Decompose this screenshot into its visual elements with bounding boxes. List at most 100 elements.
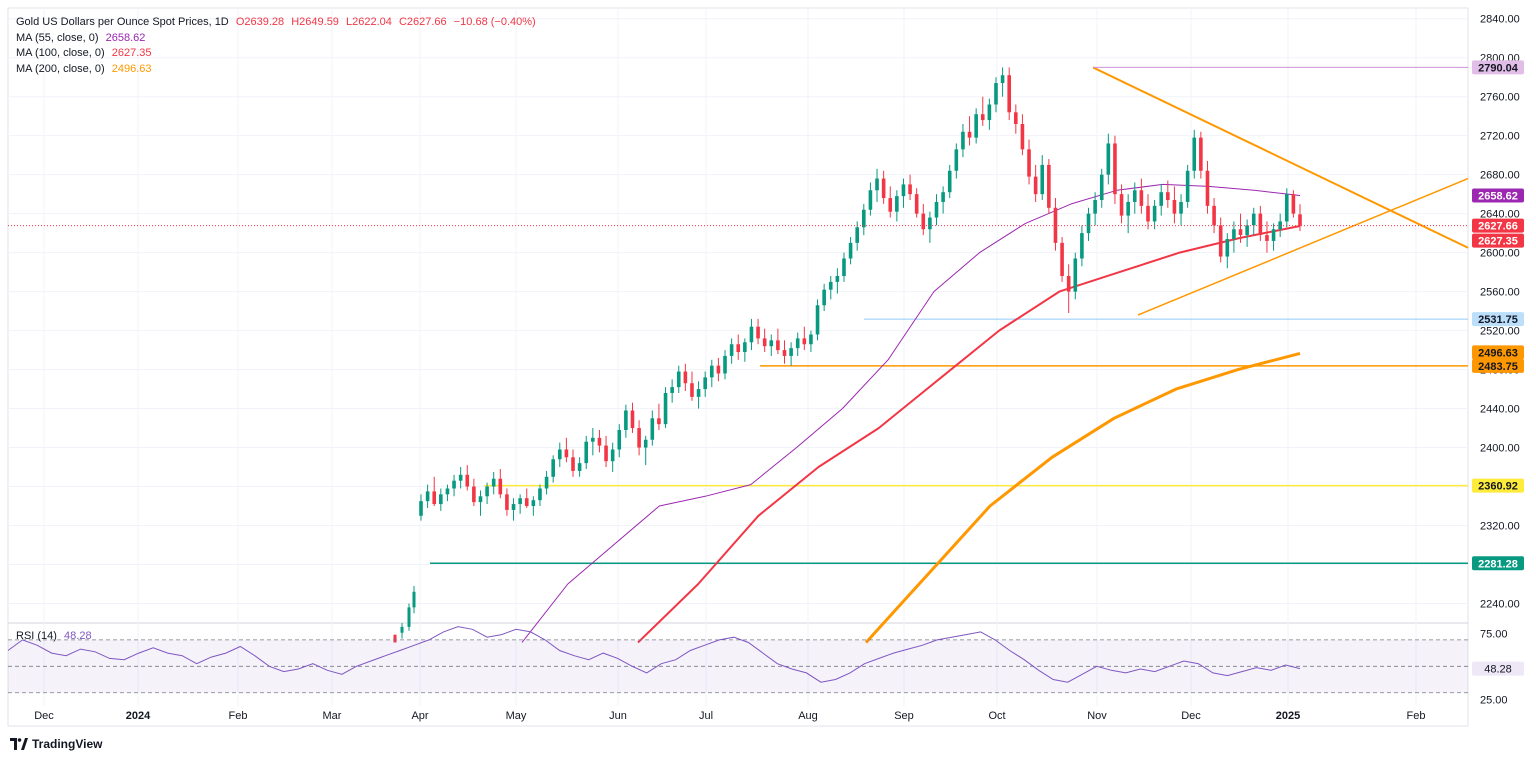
candle xyxy=(888,198,893,212)
symbol-row[interactable]: Gold US Dollars per Ounce Spot Prices, 1… xyxy=(16,15,536,31)
candle xyxy=(657,418,661,425)
price-tick-label: 2440.00 xyxy=(1480,404,1520,416)
candle xyxy=(1245,225,1249,236)
tradingview-logo[interactable]: TradingView xyxy=(10,737,102,751)
candle xyxy=(498,478,503,495)
price-tag xyxy=(1472,345,1524,360)
ascending-trendline xyxy=(1137,177,1469,316)
candle xyxy=(835,276,840,282)
candle xyxy=(862,209,866,228)
candle xyxy=(1291,194,1296,214)
candle xyxy=(1265,235,1269,241)
price-tag-label: 2281.28 xyxy=(1478,558,1518,570)
rsi-value: 48.28 xyxy=(64,630,92,642)
price-tag xyxy=(1472,312,1524,327)
candle xyxy=(617,430,622,450)
candle xyxy=(1000,75,1005,84)
candle xyxy=(1047,164,1051,208)
ma55-legend[interactable]: MA (55, close, 0) 2658.62 xyxy=(16,31,536,47)
candle xyxy=(1271,229,1276,241)
candle xyxy=(901,184,906,197)
candle xyxy=(407,607,411,627)
candle xyxy=(868,190,873,210)
time-tick-label: Feb xyxy=(1407,710,1426,722)
candle xyxy=(1258,213,1263,236)
candle xyxy=(1179,201,1183,214)
candle xyxy=(445,488,450,495)
candle xyxy=(571,457,575,471)
candle xyxy=(934,201,939,218)
time-tick-label: Mar xyxy=(323,710,342,722)
candle xyxy=(961,131,965,150)
candle xyxy=(439,494,443,505)
candle xyxy=(875,178,879,191)
time-axis[interactable]: Dec 2024 Feb Mar Apr May Jun Jul Aug Sep Oct Nov Dec… xyxy=(34,710,1425,722)
candle xyxy=(412,591,416,608)
candle xyxy=(544,476,549,489)
candle xyxy=(491,478,496,487)
candle xyxy=(531,500,536,507)
candle xyxy=(782,350,787,356)
candle xyxy=(643,439,648,448)
time-tick-label: Sep xyxy=(894,710,914,722)
candle xyxy=(743,342,747,353)
candle xyxy=(1218,225,1223,257)
rsi-legend[interactable]: RSI (14) 48.28 xyxy=(16,630,92,642)
candle xyxy=(1251,213,1256,226)
candle xyxy=(624,410,628,431)
ma200-legend[interactable]: MA (200, close, 0) 2496.63 xyxy=(16,62,536,78)
candle xyxy=(848,242,853,259)
candle xyxy=(1238,229,1243,236)
time-tick-label: May xyxy=(506,710,527,722)
candle xyxy=(855,227,859,243)
candle xyxy=(452,480,456,489)
ma200-label: MA (200, close, 0) xyxy=(16,62,105,75)
candle xyxy=(472,486,476,503)
time-tick-label: Oct xyxy=(988,710,1005,722)
candle xyxy=(1007,75,1012,113)
candle xyxy=(419,501,423,516)
candle xyxy=(842,258,846,277)
candle xyxy=(505,494,509,510)
candle xyxy=(776,340,780,351)
price-tag xyxy=(1472,188,1524,203)
price-tick-label: 2320.00 xyxy=(1480,521,1520,533)
ma200-value: 2496.63 xyxy=(111,62,152,75)
brand-name: TradingView xyxy=(32,737,103,751)
candle xyxy=(815,305,820,335)
candle xyxy=(425,491,430,502)
rsi-tick-label: 75.00 xyxy=(1480,628,1508,640)
ma200-line xyxy=(864,351,1301,644)
price-tag xyxy=(1472,218,1524,233)
ma100-label: MA (100, close, 0) xyxy=(16,47,105,59)
candle xyxy=(518,498,522,505)
candle xyxy=(716,365,721,374)
rsi-pane xyxy=(7,626,1468,694)
candle xyxy=(400,626,404,633)
candle xyxy=(987,104,992,121)
candle xyxy=(1060,242,1064,277)
candle xyxy=(610,449,615,462)
candle xyxy=(1172,199,1177,214)
plot-frame xyxy=(7,7,1469,727)
price-tick-label: 2240.00 xyxy=(1480,598,1520,610)
candle xyxy=(1126,201,1130,216)
candle xyxy=(1113,143,1117,195)
candle xyxy=(393,634,397,643)
time-tick-label: Apr xyxy=(411,710,428,722)
candle xyxy=(1159,192,1164,206)
candle xyxy=(769,340,774,347)
candle xyxy=(1146,205,1150,222)
ma55-label: MA (55, close, 0) xyxy=(16,31,99,44)
candle xyxy=(564,449,569,458)
price-tag xyxy=(1472,358,1524,373)
ma100-legend[interactable]: MA (100, close, 0) 2627.35 xyxy=(16,46,536,62)
time-tick-label: Dec xyxy=(34,710,54,722)
candle xyxy=(1284,194,1289,222)
candle xyxy=(1106,143,1111,175)
symbol-title: Gold US Dollars per Ounce Spot Prices, 1… xyxy=(16,16,229,28)
ma55-value: 2658.62 xyxy=(105,31,146,44)
candle xyxy=(557,449,562,460)
candle xyxy=(584,441,589,464)
